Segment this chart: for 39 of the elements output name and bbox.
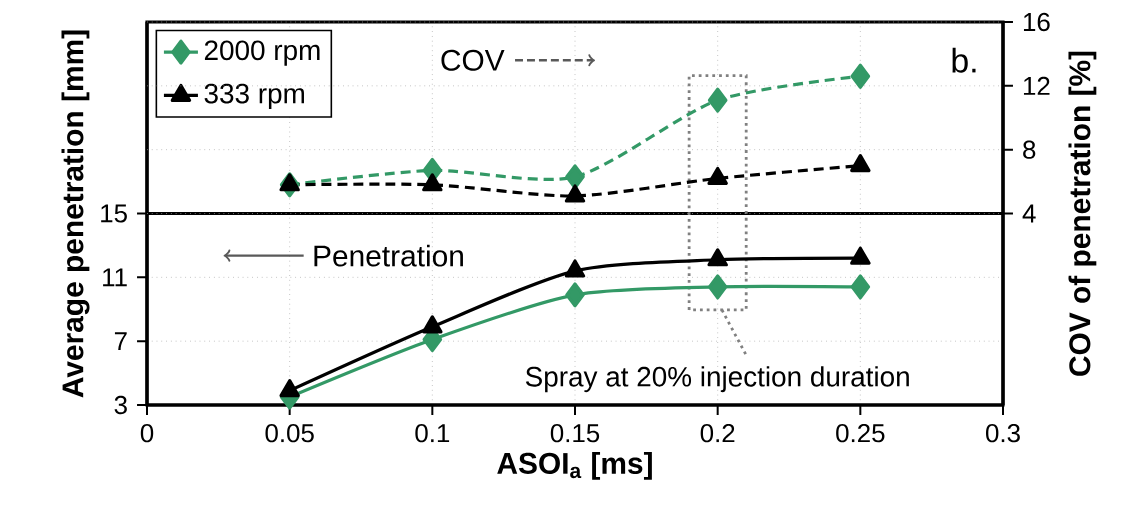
annotation: b. — [952, 47, 976, 73]
point — [422, 315, 443, 334]
legend-label: 333 rpm — [204, 83, 304, 109]
y2-axis-title: COV of penetration [%] — [1068, 51, 1097, 376]
point — [565, 282, 585, 308]
y-axis-title: Average penetration [mm] — [61, 30, 90, 398]
x-tick-label: 0 — [140, 423, 154, 443]
y2-tick-label: 4 — [1022, 204, 1036, 223]
x-tick-label: 0.1 — [415, 423, 450, 443]
point — [707, 87, 728, 113]
point — [707, 166, 728, 185]
x-tick-label: 0.3 — [986, 423, 1020, 443]
annotation: Spray at 20% injection duration — [525, 366, 909, 393]
x-tick-label: 0.15 — [550, 423, 600, 443]
y-tick-label: 11 — [103, 268, 127, 287]
y-tick-label: 3 — [114, 395, 127, 415]
point — [279, 379, 300, 398]
point — [850, 63, 871, 89]
x-axis-title: ASOI$_{a}$ [ms] — [497, 452, 652, 480]
point — [564, 184, 586, 203]
annotation: COV — [441, 49, 505, 71]
x-tick-label: 0.25 — [836, 423, 885, 443]
x-tick-label: 0.05 — [265, 423, 314, 443]
y2-tick-label: 8 — [1023, 140, 1036, 159]
point — [850, 274, 871, 300]
y-tick-label: 7 — [114, 332, 127, 351]
y2-tick-label: 16 — [1023, 12, 1050, 32]
point — [279, 173, 300, 192]
y-tick-label: 15 — [101, 204, 127, 223]
point — [564, 259, 586, 278]
point — [707, 248, 728, 267]
point — [422, 173, 443, 192]
point — [850, 154, 871, 173]
legend-label: 2000 rpm — [204, 40, 320, 66]
point — [707, 274, 728, 300]
x-tick-label: 0.2 — [700, 423, 735, 443]
annotation: Penetration — [314, 244, 463, 267]
point — [850, 246, 871, 265]
y2-tick-label: 12 — [1023, 76, 1050, 95]
